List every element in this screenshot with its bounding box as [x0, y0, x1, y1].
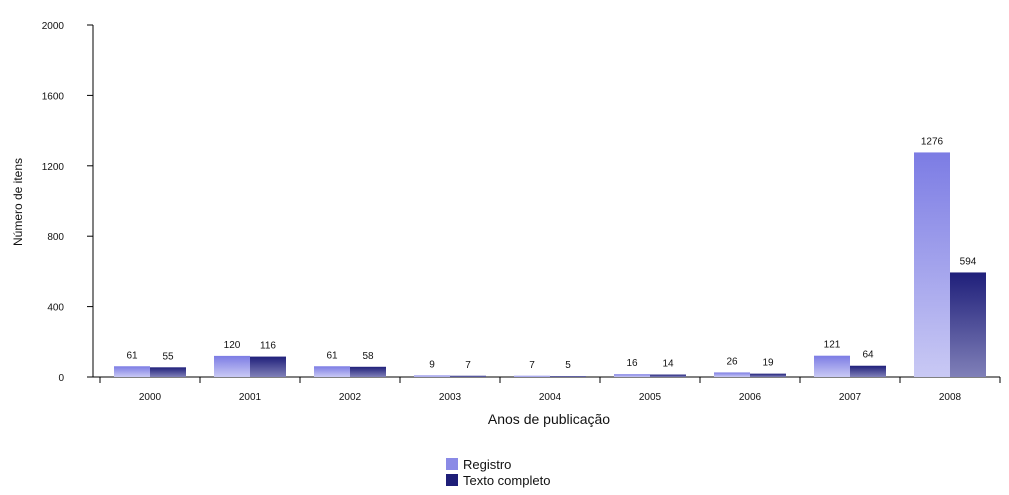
- bar-texto-completo-2002: [350, 366, 386, 377]
- legend-item-texto-completo: Texto completo: [446, 472, 550, 488]
- data-label-registro-2003: 9: [429, 359, 435, 370]
- y-tick-label-400: 400: [47, 303, 64, 314]
- x-tick-label-2004: 2004: [539, 392, 562, 403]
- bar-texto-completo-2006: [750, 373, 786, 377]
- data-label-texto-completo-2005: 14: [662, 359, 674, 370]
- bar-registro-2007: [814, 355, 850, 377]
- bar-texto-completo-2007: [850, 365, 886, 377]
- data-label-registro-2008: 1276: [921, 136, 944, 147]
- x-tick-label-2008: 2008: [939, 392, 962, 403]
- x-axis-title: Anos de publicação: [488, 411, 610, 427]
- y-tick-label-0: 0: [58, 373, 64, 384]
- bar-registro-2005: [614, 374, 650, 377]
- data-label-texto-completo-2007: 64: [862, 350, 874, 361]
- bar-texto-completo-2000: [150, 367, 186, 377]
- legend-item-registro: Registro: [446, 456, 550, 472]
- bar-registro-2002: [314, 366, 350, 377]
- data-label-registro-2001: 120: [224, 340, 241, 351]
- bar-texto-completo-2005: [650, 374, 686, 377]
- x-tick-label-2000: 2000: [139, 392, 162, 403]
- bar-texto-completo-2001: [250, 356, 286, 377]
- data-label-texto-completo-2006: 19: [762, 358, 774, 369]
- legend-label-registro: Registro: [463, 456, 512, 472]
- x-tick-label-2001: 2001: [239, 392, 262, 403]
- bar-registro-2008: [914, 152, 950, 377]
- data-label-texto-completo-2002: 58: [362, 351, 374, 362]
- y-tick-label-1200: 1200: [42, 162, 65, 173]
- data-label-texto-completo-2003: 7: [465, 360, 471, 371]
- data-label-registro-2000: 61: [126, 350, 138, 361]
- bar-registro-2004: [514, 375, 550, 377]
- data-label-texto-completo-2001: 116: [260, 341, 276, 352]
- x-tick-label-2007: 2007: [839, 392, 862, 403]
- data-label-registro-2005: 16: [626, 358, 638, 369]
- x-tick-label-2002: 2002: [339, 392, 362, 403]
- y-tick-label-2000: 2000: [42, 21, 65, 32]
- data-label-registro-2002: 61: [326, 350, 338, 361]
- legend-label-texto-completo: Texto completo: [463, 472, 551, 488]
- data-label-registro-2004: 7: [529, 360, 535, 371]
- bar-texto-completo-2004: [550, 376, 586, 377]
- legend: Registro Texto completo: [446, 456, 550, 488]
- data-label-texto-completo-2000: 55: [162, 351, 174, 362]
- y-tick-label-800: 800: [47, 232, 64, 243]
- bar-registro-2000: [114, 366, 150, 377]
- bar-registro-2003: [414, 375, 450, 377]
- y-axis-title: Número de itens: [11, 158, 25, 246]
- x-tick-label-2003: 2003: [439, 392, 462, 403]
- data-label-texto-completo-2004: 5: [565, 360, 571, 371]
- bar-registro-2006: [714, 372, 750, 377]
- x-tick-label-2005: 2005: [639, 392, 662, 403]
- legend-swatch-texto-completo: [446, 474, 458, 486]
- bar-texto-completo-2003: [450, 375, 486, 377]
- x-tick-label-2006: 2006: [739, 392, 762, 403]
- bar-texto-completo-2008: [950, 272, 986, 377]
- legend-swatch-registro: [446, 458, 458, 470]
- data-label-texto-completo-2008: 594: [960, 256, 977, 267]
- bar-registro-2001: [214, 355, 250, 377]
- y-tick-label-1600: 1600: [42, 91, 65, 102]
- data-label-registro-2006: 26: [726, 356, 738, 367]
- data-label-registro-2007: 121: [824, 340, 841, 351]
